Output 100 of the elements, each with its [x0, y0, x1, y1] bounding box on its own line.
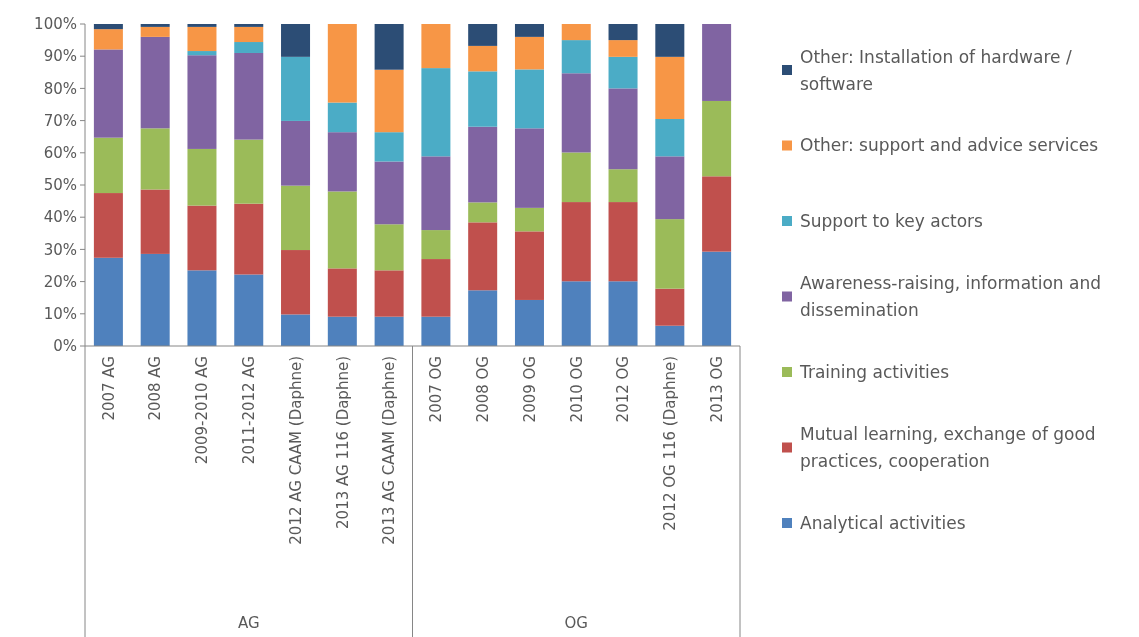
x-tick-label: 2012 OG 116 (Daphne) — [661, 356, 680, 531]
y-tick-label: 60% — [43, 144, 77, 163]
bar — [187, 270, 217, 346]
bar — [374, 270, 404, 317]
x-tick-label: 2007 OG — [427, 356, 446, 423]
bar — [702, 251, 732, 346]
bar — [561, 281, 591, 346]
bar — [421, 230, 451, 260]
bar — [514, 128, 544, 208]
bar — [93, 257, 123, 346]
bar — [561, 40, 591, 74]
bar — [234, 42, 264, 53]
bar — [281, 250, 311, 315]
x-tick-label: 2009 OG — [520, 356, 539, 423]
bar — [374, 316, 404, 346]
bar — [327, 316, 357, 346]
bar — [608, 88, 638, 170]
bar — [93, 29, 123, 50]
x-tick-label: 2012 AG CAAM (Daphne) — [286, 356, 305, 545]
bar — [281, 314, 311, 346]
x-tick-label: 2008 AG — [146, 356, 165, 421]
legend-label: Training activities — [799, 361, 950, 382]
text: AG — [237, 614, 260, 632]
y-tick-label: 0% — [53, 337, 77, 356]
x-tick-label: 2010 OG — [567, 356, 586, 423]
legend-label: Mutual learning, exchange of good practices, cooperation — [800, 424, 1096, 472]
bar — [187, 51, 217, 56]
bar — [561, 152, 591, 203]
x-tick-label: 2013 AG CAAM (Daphne) — [380, 356, 399, 545]
bar — [608, 56, 638, 89]
bar — [140, 26, 170, 37]
bar — [702, 24, 732, 101]
x-tick-label: 2011-2012 AG — [240, 356, 258, 465]
bar — [514, 24, 544, 37]
x-tick-label: 2009-2010 AG — [193, 356, 212, 465]
bar — [421, 316, 451, 346]
bar — [327, 102, 357, 133]
bar — [655, 56, 685, 119]
y-tick-label: 50% — [43, 176, 77, 195]
bar — [327, 24, 357, 103]
bar — [374, 224, 404, 271]
bar — [514, 69, 544, 129]
bar — [561, 202, 591, 282]
bar — [187, 205, 217, 271]
legend-label: Analytical activities — [800, 512, 966, 533]
bar — [93, 24, 123, 30]
x-tick-label: 2013 OG — [707, 356, 726, 423]
bar — [608, 281, 638, 346]
bar — [374, 132, 404, 162]
bar — [140, 253, 170, 346]
y-tick-label: 80% — [43, 79, 77, 98]
bar — [234, 139, 264, 204]
x-tick-label: 2007 AG — [99, 356, 118, 421]
y-tick-label: 20% — [43, 272, 77, 291]
bar — [468, 126, 498, 203]
bar — [421, 24, 451, 69]
y-tick-label: 30% — [43, 240, 77, 259]
bar — [561, 73, 591, 153]
legend-label: Other: Installation of hardware / software — [800, 46, 1072, 94]
bar — [187, 24, 217, 27]
bar — [374, 69, 404, 133]
bar — [421, 68, 451, 157]
bar — [140, 189, 170, 254]
bar — [421, 259, 451, 317]
bar — [468, 222, 498, 291]
bar — [187, 55, 217, 149]
bar — [374, 24, 404, 70]
bar — [655, 24, 685, 57]
bar — [608, 40, 638, 57]
x-tick-label: 2012 OG — [614, 356, 633, 423]
bar — [468, 24, 498, 46]
bar — [468, 202, 498, 223]
bar — [421, 156, 451, 231]
bar — [327, 268, 357, 317]
y-tick-label: 90% — [43, 47, 77, 66]
bar — [655, 325, 685, 346]
y-tick-label: 100% — [34, 15, 77, 34]
y-tick-label: 70% — [43, 111, 77, 130]
y-tick-label: 40% — [43, 208, 77, 227]
bar — [514, 207, 544, 232]
bar — [187, 26, 217, 52]
bar — [281, 185, 311, 251]
legend-label: Other: support and advice services — [800, 135, 1099, 156]
bar — [281, 120, 311, 186]
bar — [514, 299, 544, 346]
bar — [327, 132, 357, 192]
text: OG — [564, 614, 588, 632]
y-tick-label: 10% — [43, 305, 77, 324]
bar — [702, 100, 732, 177]
x-tick-label: 2008 OG — [473, 356, 492, 423]
bar — [234, 52, 264, 140]
bar — [702, 176, 732, 252]
bar — [93, 137, 123, 194]
legend-label: Support to key actors — [800, 210, 984, 231]
bar — [561, 24, 591, 41]
bar — [93, 193, 123, 258]
bar — [234, 26, 264, 43]
bar — [468, 45, 498, 72]
bar — [514, 36, 544, 70]
bar — [608, 169, 638, 203]
